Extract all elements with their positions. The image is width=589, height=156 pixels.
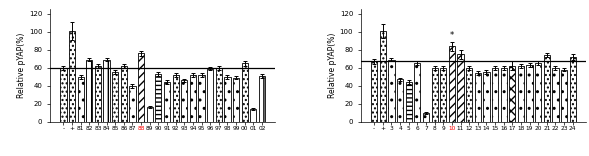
Bar <box>380 31 386 122</box>
Bar <box>509 66 515 122</box>
Text: *: * <box>450 31 454 40</box>
Bar <box>518 66 524 122</box>
Bar <box>570 57 576 122</box>
Bar <box>164 82 170 122</box>
Bar <box>233 78 239 122</box>
Bar <box>250 109 256 122</box>
Bar <box>155 74 161 122</box>
Bar <box>60 68 67 122</box>
Bar <box>241 63 248 122</box>
Bar <box>397 79 403 122</box>
Bar <box>501 68 507 122</box>
Bar <box>440 68 446 122</box>
Bar <box>216 68 222 122</box>
Bar <box>449 46 455 122</box>
Bar <box>69 31 75 122</box>
Y-axis label: Relative pYAP(%): Relative pYAP(%) <box>328 33 337 98</box>
Bar <box>259 76 265 122</box>
Bar <box>190 75 196 122</box>
Bar <box>414 63 421 122</box>
Bar <box>535 63 541 122</box>
Bar <box>138 53 144 122</box>
Bar <box>466 68 472 122</box>
Bar <box>112 72 118 122</box>
Bar <box>423 113 429 122</box>
Bar <box>544 55 550 122</box>
Bar <box>130 86 135 122</box>
Bar <box>527 65 532 122</box>
Bar <box>78 77 84 122</box>
Bar <box>475 73 481 122</box>
Bar <box>388 60 395 122</box>
Bar <box>86 60 92 122</box>
Bar <box>458 54 464 122</box>
Bar <box>207 69 213 122</box>
Bar <box>484 72 489 122</box>
Bar <box>147 107 153 122</box>
Bar <box>406 82 412 122</box>
Bar <box>492 68 498 122</box>
Y-axis label: Relative pYAP(%): Relative pYAP(%) <box>17 33 26 98</box>
Bar <box>198 75 204 122</box>
Bar <box>561 70 567 122</box>
Bar <box>104 60 110 122</box>
Bar <box>121 66 127 122</box>
Bar <box>371 61 378 122</box>
Bar <box>432 68 438 122</box>
Bar <box>181 80 187 122</box>
Bar <box>552 68 558 122</box>
Bar <box>173 75 178 122</box>
Bar <box>224 77 230 122</box>
Bar <box>95 66 101 122</box>
